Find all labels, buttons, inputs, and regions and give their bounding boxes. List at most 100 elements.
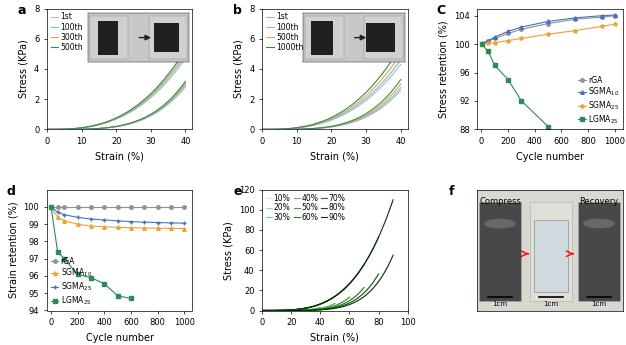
SGMA$_{10}$ xyxy=(571,16,578,20)
SGMA$_{10}$ xyxy=(491,35,498,39)
SGMA$_{10}$ xyxy=(127,226,135,230)
Text: a: a xyxy=(18,4,26,17)
SGMA$_{10}$ xyxy=(74,222,81,226)
X-axis label: Cycle number: Cycle number xyxy=(516,151,584,161)
Ellipse shape xyxy=(583,219,615,228)
SGMA$_{10}$ xyxy=(478,41,485,46)
SGMA$_{25}$ xyxy=(167,221,175,225)
Text: 1cm: 1cm xyxy=(493,301,508,307)
LGMA$_{25}$ xyxy=(48,205,55,209)
rGA xyxy=(101,205,108,209)
FancyBboxPatch shape xyxy=(578,202,620,301)
Y-axis label: Stress (KPa): Stress (KPa) xyxy=(18,40,28,98)
LGMA$_{25}$ xyxy=(485,49,492,53)
rGA xyxy=(54,205,61,209)
LGMA$_{25}$ xyxy=(518,99,525,103)
LGMA$_{25}$ xyxy=(505,78,512,82)
Text: f: f xyxy=(448,185,454,198)
Text: 1cm: 1cm xyxy=(592,301,607,307)
SGMA$_{25}$ xyxy=(181,221,188,225)
rGA xyxy=(154,205,162,209)
LGMA$_{25}$ xyxy=(54,250,61,254)
SGMA$_{25}$ xyxy=(491,41,498,45)
Line: SGMA$_{10}$: SGMA$_{10}$ xyxy=(480,13,617,45)
SGMA$_{10}$ xyxy=(505,29,512,33)
rGA xyxy=(61,205,68,209)
SGMA$_{10}$ xyxy=(485,39,492,43)
SGMA$_{25}$ xyxy=(127,219,135,224)
SGMA$_{10}$ xyxy=(611,13,618,17)
SGMA$_{25}$ xyxy=(598,24,605,28)
rGA xyxy=(48,205,55,209)
Text: e: e xyxy=(233,185,242,198)
Text: d: d xyxy=(6,185,15,198)
Text: Recovery: Recovery xyxy=(579,197,618,206)
SGMA$_{10}$ xyxy=(154,226,162,230)
LGMA$_{25}$ xyxy=(127,296,135,300)
SGMA$_{25}$ xyxy=(611,22,618,26)
SGMA$_{10}$ xyxy=(114,225,121,229)
FancyBboxPatch shape xyxy=(534,220,568,292)
LGMA$_{25}$ xyxy=(61,257,68,261)
SGMA$_{10}$ xyxy=(167,226,175,230)
Ellipse shape xyxy=(484,219,516,228)
SGMA$_{10}$ xyxy=(87,224,95,228)
rGA xyxy=(571,17,578,21)
SGMA$_{25}$ xyxy=(485,41,492,46)
SGMA$_{25}$ xyxy=(478,42,485,46)
X-axis label: Strain (%): Strain (%) xyxy=(310,151,359,161)
Text: b: b xyxy=(233,4,242,17)
Line: rGA: rGA xyxy=(49,205,186,209)
SGMA$_{10}$ xyxy=(181,226,188,230)
Y-axis label: Stress retention (%): Stress retention (%) xyxy=(438,20,448,118)
rGA xyxy=(114,205,121,209)
SGMA$_{10}$ xyxy=(141,226,148,230)
rGA xyxy=(505,31,512,36)
SGMA$_{10}$ xyxy=(48,205,55,209)
rGA xyxy=(485,39,492,43)
rGA xyxy=(167,205,175,209)
SGMA$_{25}$ xyxy=(114,219,121,223)
rGA xyxy=(127,205,135,209)
LGMA$_{25}$ xyxy=(545,125,552,129)
Text: C: C xyxy=(437,4,446,17)
Legend: 1st, 100th, 300th, 500th: 1st, 100th, 300th, 500th xyxy=(51,12,83,52)
SGMA$_{10}$ xyxy=(61,219,68,223)
X-axis label: Strain (%): Strain (%) xyxy=(310,333,359,343)
Line: rGA: rGA xyxy=(480,14,617,46)
rGA xyxy=(518,27,525,31)
SGMA$_{25}$ xyxy=(141,220,148,224)
SGMA$_{25}$ xyxy=(154,220,162,225)
Text: 1cm: 1cm xyxy=(543,301,558,307)
Y-axis label: Strain retention (%): Strain retention (%) xyxy=(8,202,18,298)
FancyBboxPatch shape xyxy=(530,202,572,301)
rGA xyxy=(87,205,95,209)
Legend: 10%, 20%, 30%, 40%, 50%, 60%, 70%, 80%, 90%: 10%, 20%, 30%, 40%, 50%, 60%, 70%, 80%, … xyxy=(266,194,346,222)
SGMA$_{10}$ xyxy=(518,25,525,29)
Line: LGMA$_{25}$: LGMA$_{25}$ xyxy=(480,42,550,128)
LGMA$_{25}$ xyxy=(101,282,108,286)
LGMA$_{25}$ xyxy=(74,272,81,276)
FancyBboxPatch shape xyxy=(479,202,521,301)
SGMA$_{25}$ xyxy=(87,217,95,221)
Legend: 1st, 100th, 500th, 1000th: 1st, 100th, 500th, 1000th xyxy=(266,12,304,52)
rGA xyxy=(141,205,148,209)
rGA xyxy=(478,42,485,46)
LGMA$_{25}$ xyxy=(478,42,485,46)
Y-axis label: Stress (KPa): Stress (KPa) xyxy=(223,221,233,279)
SGMA$_{25}$ xyxy=(518,36,525,40)
SGMA$_{25}$ xyxy=(48,205,55,209)
LGMA$_{25}$ xyxy=(87,276,95,280)
SGMA$_{10}$ xyxy=(545,19,552,23)
SGMA$_{10}$ xyxy=(101,225,108,229)
Legend: rGA, SGMA$_{10}$, SGMA$_{25}$, LGMA$_{25}$: rGA, SGMA$_{10}$, SGMA$_{25}$, LGMA$_{25… xyxy=(578,76,619,126)
Line: LGMA$_{25}$: LGMA$_{25}$ xyxy=(49,205,133,300)
rGA xyxy=(74,205,81,209)
SGMA$_{25}$ xyxy=(101,218,108,222)
Legend: rGA, SGMA$_{10}$, SGMA$_{25}$, LGMA$_{25}$: rGA, SGMA$_{10}$, SGMA$_{25}$, LGMA$_{25… xyxy=(51,257,92,307)
SGMA$_{25}$ xyxy=(61,213,68,217)
rGA xyxy=(598,15,605,19)
rGA xyxy=(181,205,188,209)
Y-axis label: Stress (KPa): Stress (KPa) xyxy=(233,40,244,98)
SGMA$_{25}$ xyxy=(74,215,81,219)
